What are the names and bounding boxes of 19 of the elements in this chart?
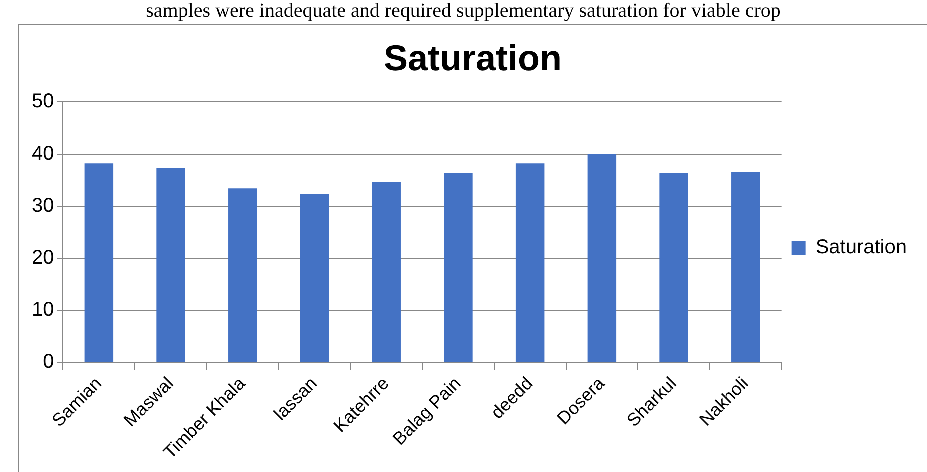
bar [660, 173, 688, 362]
legend-label: Saturation [816, 236, 907, 259]
bar [84, 164, 114, 362]
y-tick-label: 10 [32, 298, 54, 321]
y-tick-label: 0 [43, 351, 54, 374]
bar [732, 172, 760, 362]
text: samples were inadequate and required supplementary saturation for viable crop [145, 0, 782, 22]
bar [228, 188, 258, 362]
y-tick-label: 50 [32, 90, 54, 113]
y-tick-label: 30 [32, 194, 54, 217]
bar [444, 173, 473, 362]
y-tick-label: 20 [32, 246, 54, 269]
bar [372, 182, 401, 362]
bar [156, 168, 186, 362]
bar [516, 164, 545, 362]
chart-title: Saturation [384, 38, 562, 79]
bar [588, 154, 617, 362]
y-tick-label: 40 [32, 142, 54, 165]
bar [300, 194, 330, 362]
